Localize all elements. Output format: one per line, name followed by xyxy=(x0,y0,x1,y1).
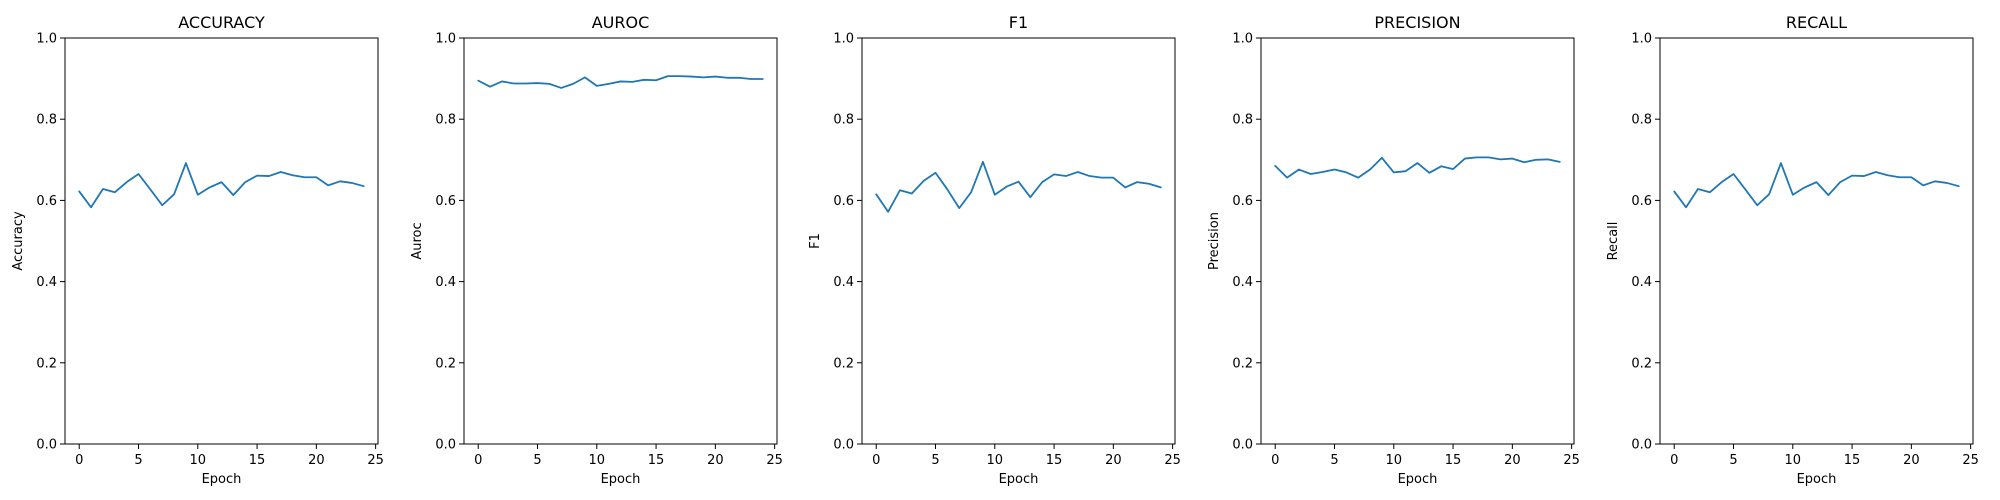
y-tick-label: 1.0 xyxy=(1631,32,1652,47)
y-tick-label: 0.0 xyxy=(1232,438,1253,453)
chart-title: RECALL xyxy=(1786,13,1847,32)
y-tick-label: 0.0 xyxy=(1631,438,1652,453)
x-tick-label: 5 xyxy=(931,453,939,468)
x-tick-label: 10 xyxy=(1386,453,1403,468)
y-tick-label: 0.2 xyxy=(435,356,456,371)
x-axis-label: Epoch xyxy=(202,472,242,487)
x-tick-label: 20 xyxy=(1903,453,1920,468)
x-tick-label: 25 xyxy=(367,453,384,468)
y-tick-label: 0.0 xyxy=(435,438,456,453)
y-tick-label: 0.2 xyxy=(1631,356,1652,371)
y-tick-label: 1.0 xyxy=(1232,32,1253,47)
chart-title: AUROC xyxy=(592,13,650,32)
y-tick-label: 1.0 xyxy=(435,32,456,47)
x-tick-label: 0 xyxy=(474,453,482,468)
y-axis-label: F1 xyxy=(808,233,823,249)
x-tick-label: 20 xyxy=(308,453,325,468)
x-tick-label: 15 xyxy=(1445,453,1462,468)
chart-title: F1 xyxy=(1009,13,1028,32)
y-tick-label: 0.8 xyxy=(833,113,854,128)
series-line-f1 xyxy=(875,160,1162,213)
x-tick-label: 0 xyxy=(1271,453,1279,468)
y-tick-label: 0.0 xyxy=(36,438,57,453)
y-tick-label: 0.6 xyxy=(1232,194,1253,209)
x-tick-label: 10 xyxy=(987,453,1004,468)
x-tick-label: 15 xyxy=(1046,453,1063,468)
chart-title: ACCURACY xyxy=(178,13,265,32)
y-tick-label: 1.0 xyxy=(833,32,854,47)
chart-panel-precision: PRECISION 0 5 10 15 20 25 0.0 0.2 0.4 0.6 0.8 1.0 Epo… xyxy=(1207,13,1580,487)
y-tick-label: 0.4 xyxy=(1631,275,1652,290)
series-line-recall xyxy=(1673,162,1960,209)
y-tick-label: 0.4 xyxy=(1232,275,1253,290)
y-axis-label: Auroc xyxy=(410,222,425,259)
x-tick-label: 10 xyxy=(1785,453,1802,468)
x-tick-label: 20 xyxy=(707,453,724,468)
y-axis-label: Recall xyxy=(1606,222,1621,261)
chart-panels: ACCURACY 0 5 10 15 20 25 0.0 0.2 0.4 0.6 0.8 1.0 Epoc… xyxy=(11,13,1979,487)
plot-frame xyxy=(463,37,778,445)
chart-panel-auroc: AUROC 0 5 10 15 20 25 0.0 0.2 0.4 0.6 0.8 1.0 Epoch Au… xyxy=(410,13,783,487)
y-axis-label: Precision xyxy=(1207,212,1222,270)
x-tick-label: 20 xyxy=(1105,453,1122,468)
y-tick-label: 0.8 xyxy=(435,113,456,128)
y-tick-label: 0.4 xyxy=(36,275,57,290)
y-tick-label: 0.8 xyxy=(36,113,57,128)
y-tick-label: 0.6 xyxy=(36,194,57,209)
x-axis-label: Epoch xyxy=(1797,472,1837,487)
chart-panel-recall: RECALL 0 5 10 15 20 25 0.0 0.2 0.4 0.6 0.8 1.0 Epoch R… xyxy=(1606,13,1979,487)
y-tick-label: 0.4 xyxy=(435,275,456,290)
x-tick-label: 5 xyxy=(134,453,142,468)
x-tick-label: 5 xyxy=(1729,453,1737,468)
x-tick-label: 10 xyxy=(190,453,207,468)
x-tick-label: 25 xyxy=(1962,453,1979,468)
y-tick-label: 0.8 xyxy=(1232,113,1253,128)
plot-frame xyxy=(861,37,1176,445)
x-tick-label: 25 xyxy=(766,453,783,468)
chart-title: PRECISION xyxy=(1374,13,1460,32)
x-tick-label: 0 xyxy=(75,453,83,468)
series-line-accuracy xyxy=(78,162,365,209)
y-tick-label: 0.4 xyxy=(833,275,854,290)
x-tick-label: 20 xyxy=(1504,453,1521,468)
x-tick-label: 15 xyxy=(1844,453,1861,468)
y-tick-label: 0.6 xyxy=(435,194,456,209)
plot-frame xyxy=(1659,37,1974,445)
series-line-auroc xyxy=(477,75,764,89)
y-tick-label: 0.0 xyxy=(833,438,854,453)
y-axis-label: Accuracy xyxy=(11,211,26,271)
x-tick-label: 0 xyxy=(872,453,880,468)
x-tick-label: 0 xyxy=(1670,453,1678,468)
y-tick-label: 0.2 xyxy=(833,356,854,371)
chart-panel-f1: F1 0 5 10 15 20 25 0.0 0.2 0.4 0.6 0.8 1.0 Epoch F1 xyxy=(808,13,1181,487)
y-tick-label: 0.2 xyxy=(1232,356,1253,371)
plot-frame xyxy=(64,37,379,445)
x-tick-label: 25 xyxy=(1563,453,1580,468)
y-tick-label: 0.6 xyxy=(1631,194,1652,209)
x-tick-label: 25 xyxy=(1164,453,1181,468)
x-tick-label: 5 xyxy=(1330,453,1338,468)
y-tick-label: 0.2 xyxy=(36,356,57,371)
x-tick-label: 5 xyxy=(533,453,541,468)
plot-frame xyxy=(1260,37,1575,445)
y-tick-label: 0.6 xyxy=(833,194,854,209)
x-axis-label: Epoch xyxy=(601,472,641,487)
series-line-precision xyxy=(1274,156,1561,179)
y-tick-label: 1.0 xyxy=(36,32,57,47)
x-axis-label: Epoch xyxy=(999,472,1039,487)
y-tick-label: 0.8 xyxy=(1631,113,1652,128)
x-axis-label: Epoch xyxy=(1398,472,1438,487)
x-tick-label: 15 xyxy=(249,453,266,468)
x-tick-label: 15 xyxy=(648,453,665,468)
x-tick-label: 10 xyxy=(589,453,606,468)
chart-panel-accuracy: ACCURACY 0 5 10 15 20 25 0.0 0.2 0.4 0.6 0.8 1.0 Epoc… xyxy=(11,13,384,487)
